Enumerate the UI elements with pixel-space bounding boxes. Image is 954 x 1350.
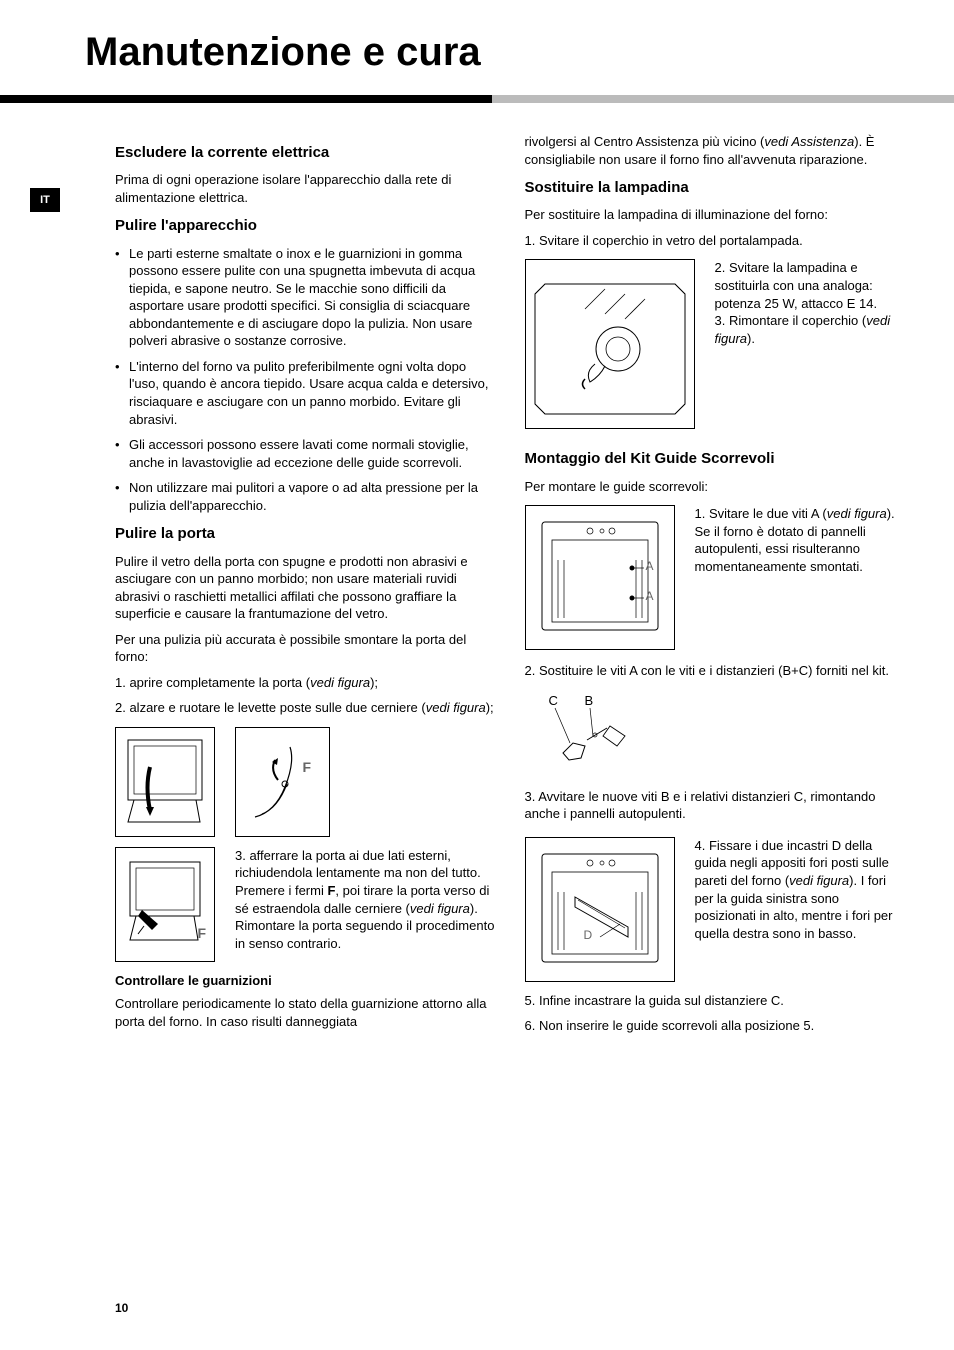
text-block: Per montare le guide scorrevoli: (525, 478, 905, 496)
text-block: 2. Sostituire le viti A con le viti e i … (525, 662, 905, 680)
figure-label-f: F (302, 758, 311, 777)
figure-label-b: B (585, 692, 594, 710)
heading-guarnizioni: Controllare le guarnizioni (115, 972, 495, 990)
heading-kit-guide: Montaggio del Kit Guide Scorrevoli (525, 449, 905, 469)
cleaning-bullet-list: Le parti esterne smaltate o inox e le gu… (115, 245, 495, 515)
text-block: 6. Non inserire le guide scorrevoli alla… (525, 1017, 905, 1035)
door-remove-text: 3. afferrare la porta ai due lati estern… (235, 847, 495, 952)
right-column: rivolgersi al Centro Assistenza più vici… (525, 133, 905, 1043)
diagram-row-door: F (115, 727, 495, 837)
hinge-lever-diagram: F (235, 727, 330, 837)
heading-pulire-apparecchio: Pulire l'apparecchio (115, 216, 495, 236)
text-block: Per sostituire la lampadina di illuminaz… (525, 206, 905, 224)
accent-divider (0, 95, 954, 103)
language-tab: IT (30, 188, 60, 212)
oven-screws-a-diagram: A A (525, 505, 675, 650)
list-item: Non utilizzare mai pulitori a vapore o a… (115, 479, 495, 514)
text-block: Controllare periodicamente lo stato dell… (115, 995, 495, 1030)
lamp-text: 2. Svitare la lampadina e sostituirla co… (715, 259, 905, 347)
heading-escludere: Escludere la corrente elettrica (115, 143, 495, 163)
door-open-diagram (115, 727, 215, 837)
figure-label-c: C (549, 692, 558, 710)
left-column: Escludere la corrente elettrica Prima di… (115, 133, 495, 1043)
page-title: Manutenzione e cura (0, 0, 954, 95)
diagram-row-lamp: 2. Svitare la lampadina e sostituirla co… (525, 259, 905, 429)
content-area: Escludere la corrente elettrica Prima di… (0, 103, 954, 1043)
heading-pulire-porta: Pulire la porta (115, 524, 495, 544)
text-block: Pulire il vetro della porta con spugne e… (115, 553, 495, 623)
text-block: 2. alzare e ruotare le levette poste sul… (115, 699, 495, 717)
figure-label-a: A (645, 588, 653, 604)
oven-guide-d-diagram: D (525, 837, 675, 982)
lamp-diagram (525, 259, 695, 429)
door-remove-diagram: F (115, 847, 215, 962)
list-item: Gli accessori possono essere lavati come… (115, 436, 495, 471)
page-number: 10 (115, 1301, 128, 1315)
text-block: 1. aprire completamente la porta (vedi f… (115, 674, 495, 692)
text-block: 3. Avvitare le nuove viti B e i relativi… (525, 788, 905, 823)
text-block: rivolgersi al Centro Assistenza più vici… (525, 133, 905, 168)
diagram-row-door-remove: F 3. afferrare la porta ai due lati este… (115, 847, 495, 962)
text-block: 1. Svitare il coperchio in vetro del por… (525, 232, 905, 250)
list-item: L'interno del forno va pulito preferibil… (115, 358, 495, 428)
heading-lampadina: Sostituire la lampadina (525, 178, 905, 198)
guide-d-text: 4. Fissare i due incastri D della guida … (695, 837, 905, 942)
diagram-row-screws-a: A A 1. Svitare le due viti A (vedi figur… (525, 505, 905, 650)
figure-label-f: F (197, 924, 206, 943)
diagram-row-guide-d: D 4. Fissare i due incastri D della guid… (525, 837, 905, 982)
figure-label-d: D (584, 927, 593, 943)
text-block: 5. Infine incastrare la guida sul distan… (525, 992, 905, 1010)
list-item: Le parti esterne smaltate o inox e le gu… (115, 245, 495, 350)
text-block: Prima di ogni operazione isolare l'appar… (115, 171, 495, 206)
screws-a-text: 1. Svitare le due viti A (vedi figura). … (695, 505, 905, 575)
text-block: Per una pulizia più accurata è possibile… (115, 631, 495, 666)
screws-bc-diagram: C B (525, 688, 665, 788)
figure-label-a: A (645, 558, 653, 574)
